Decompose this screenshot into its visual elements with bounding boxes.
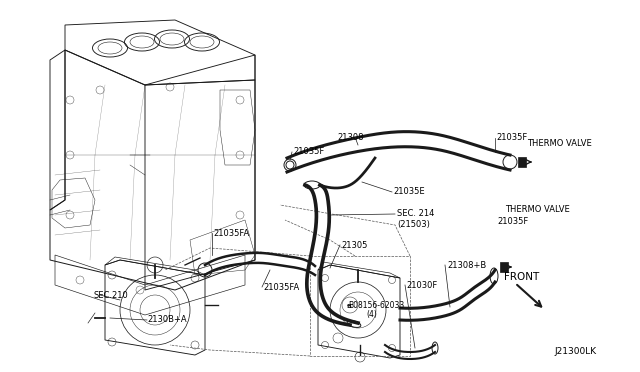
Text: THERMO VALVE: THERMO VALVE bbox=[505, 205, 570, 214]
Text: 21035E: 21035E bbox=[393, 187, 424, 196]
Text: (4): (4) bbox=[366, 311, 377, 320]
Text: 2130B+A: 2130B+A bbox=[147, 315, 187, 324]
Text: 21305: 21305 bbox=[341, 241, 367, 250]
Text: 21035F: 21035F bbox=[497, 217, 528, 225]
Text: 21308+B: 21308+B bbox=[447, 260, 486, 269]
Text: J21300LK: J21300LK bbox=[554, 347, 596, 356]
Text: 21308: 21308 bbox=[337, 132, 364, 141]
Bar bbox=[500, 262, 508, 272]
Text: 21035FA: 21035FA bbox=[263, 282, 300, 292]
Text: (21503): (21503) bbox=[397, 219, 430, 228]
Bar bbox=[310, 256, 410, 356]
Text: THERMO VALVE: THERMO VALVE bbox=[527, 138, 592, 148]
Text: 21035FA: 21035FA bbox=[213, 228, 249, 237]
Text: 21030F: 21030F bbox=[406, 280, 437, 289]
Text: FRONT: FRONT bbox=[504, 272, 540, 282]
Text: 21035F: 21035F bbox=[293, 148, 324, 157]
Text: SEC. 214: SEC. 214 bbox=[397, 209, 435, 218]
Bar bbox=[518, 157, 526, 167]
Text: B08156-62033: B08156-62033 bbox=[348, 301, 404, 310]
Text: 21035F: 21035F bbox=[496, 134, 527, 142]
Text: B: B bbox=[347, 305, 351, 310]
Text: SEC.210: SEC.210 bbox=[93, 291, 128, 299]
